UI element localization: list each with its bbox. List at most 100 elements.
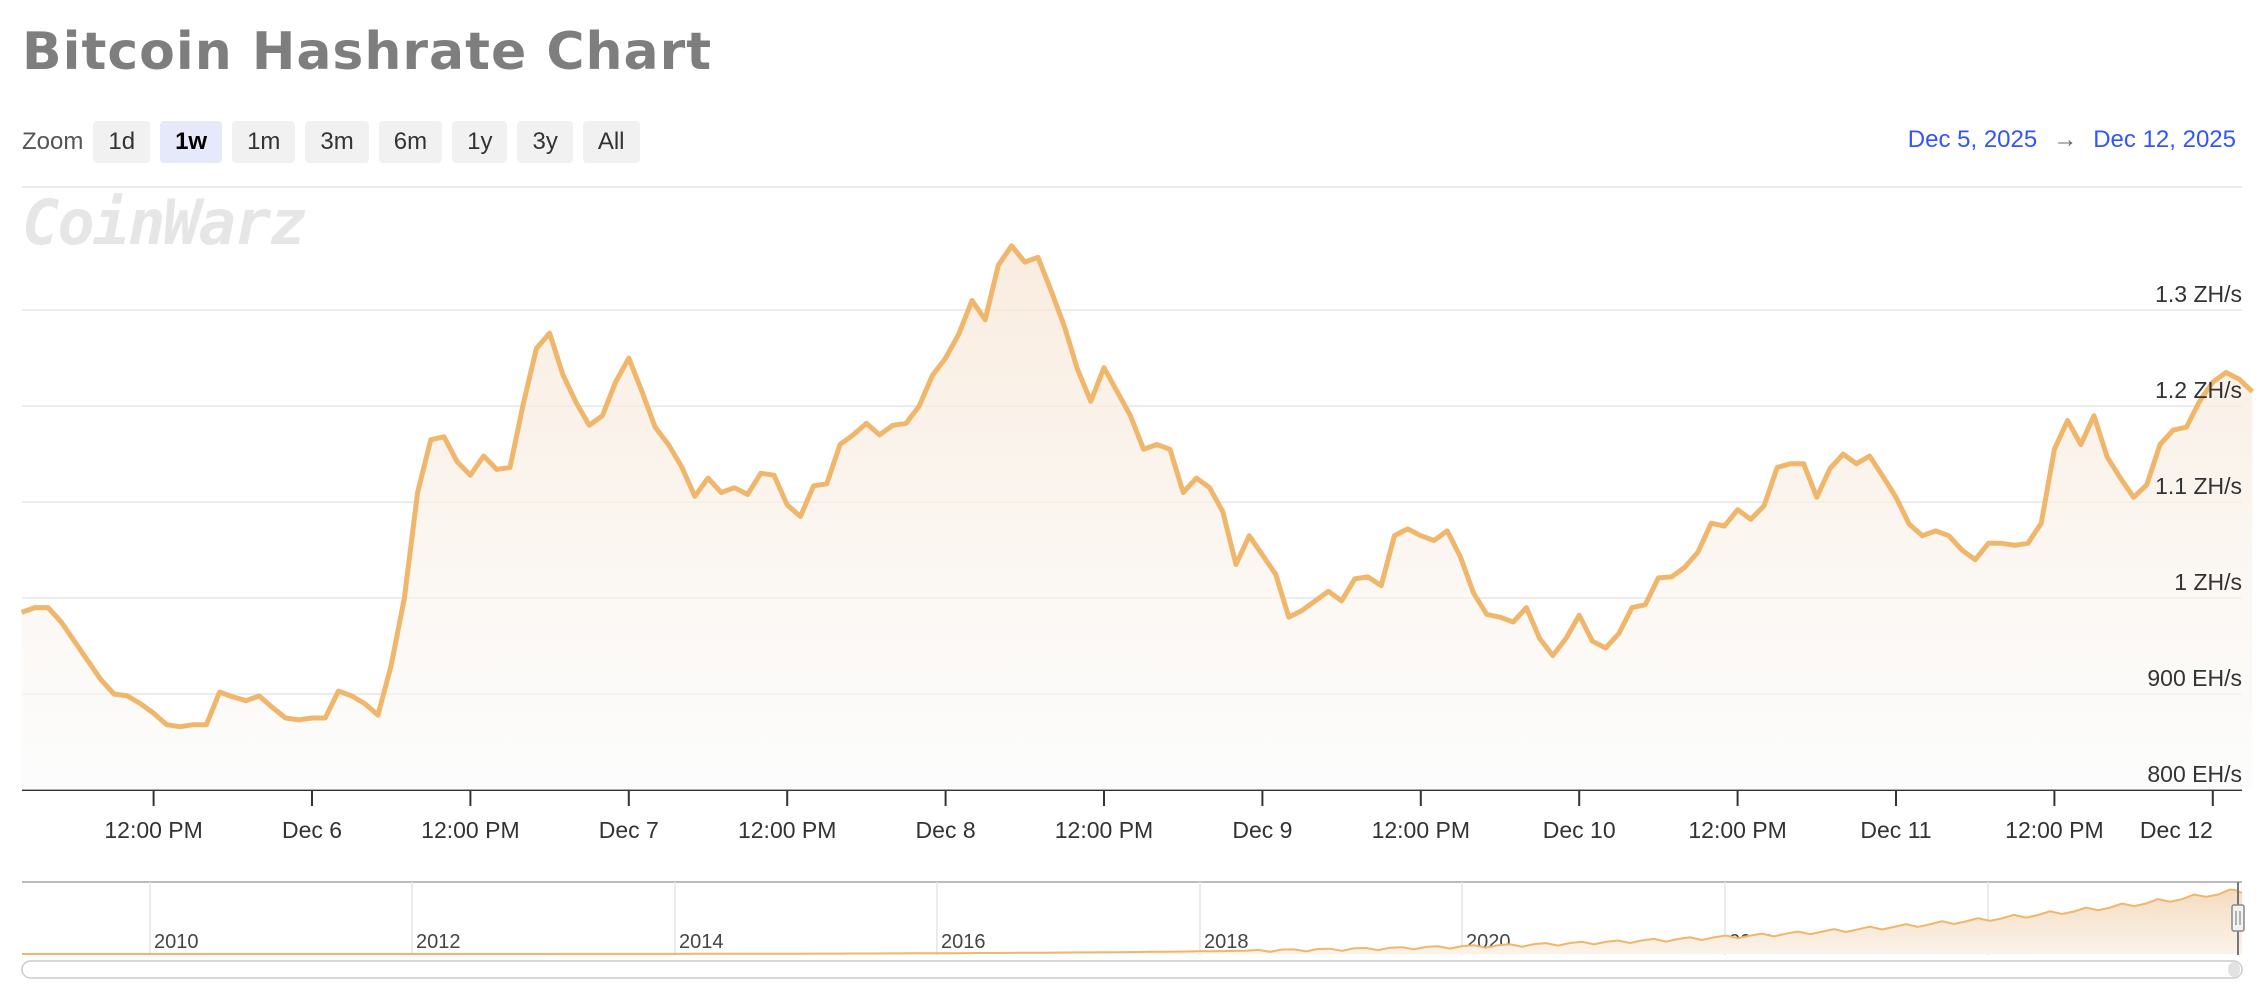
data-point[interactable] (1985, 540, 1991, 546)
zoom-1y-button[interactable]: 1y (452, 121, 508, 163)
data-point[interactable] (1748, 516, 1754, 522)
data-point[interactable] (1048, 288, 1054, 294)
data-point[interactable] (2038, 520, 2044, 526)
data-point[interactable] (1919, 533, 1925, 539)
data-point[interactable] (784, 502, 790, 508)
data-point[interactable] (1721, 523, 1727, 529)
data-point[interactable] (811, 483, 817, 489)
data-point[interactable] (1418, 533, 1424, 539)
data-point[interactable] (1154, 442, 1160, 448)
data-point[interactable] (705, 475, 711, 481)
data-point[interactable] (626, 355, 632, 361)
navigator-handle[interactable] (2231, 904, 2245, 932)
data-point[interactable] (1603, 645, 1609, 651)
data-point[interactable] (1893, 494, 1899, 500)
data-point[interactable] (441, 434, 447, 440)
data-point[interactable] (1642, 602, 1648, 608)
data-point[interactable] (665, 442, 671, 448)
data-point[interactable] (151, 710, 157, 716)
data-point[interactable] (943, 355, 949, 361)
data-point[interactable] (1523, 605, 1529, 611)
navigator-scrollbar-thumb[interactable] (2228, 962, 2240, 977)
data-point[interactable] (2131, 494, 2137, 500)
data-point[interactable] (1695, 549, 1701, 555)
data-point[interactable] (1589, 638, 1595, 644)
data-point[interactable] (283, 715, 289, 721)
data-point[interactable] (467, 472, 473, 478)
data-point[interactable] (415, 490, 421, 496)
data-point[interactable] (230, 694, 236, 700)
data-point[interactable] (335, 688, 341, 694)
data-point[interactable] (1246, 533, 1252, 539)
data-point[interactable] (322, 715, 328, 721)
data-point[interactable] (586, 422, 592, 428)
data-point[interactable] (2183, 424, 2189, 430)
data-point[interactable] (1946, 533, 1952, 539)
data-point[interactable] (362, 701, 368, 707)
data-point[interactable] (177, 724, 183, 730)
data-point[interactable] (2249, 389, 2255, 395)
data-point[interactable] (1193, 475, 1199, 481)
data-point[interactable] (2223, 370, 2229, 376)
data-point[interactable] (296, 717, 302, 723)
data-point[interactable] (401, 595, 407, 601)
data-point[interactable] (1735, 507, 1741, 513)
data-point[interactable] (124, 693, 130, 699)
data-point[interactable] (969, 298, 975, 304)
data-point[interactable] (137, 701, 143, 707)
data-point[interactable] (1431, 538, 1437, 544)
data-point[interactable] (613, 379, 619, 385)
data-point[interactable] (547, 330, 553, 336)
zoom-3y-button[interactable]: 3y (517, 121, 573, 163)
data-point[interactable] (1774, 465, 1780, 471)
data-point[interactable] (309, 715, 315, 721)
data-point[interactable] (520, 401, 526, 407)
data-point[interactable] (1682, 564, 1688, 570)
data-point[interactable] (1999, 540, 2005, 546)
data-point[interactable] (1325, 588, 1331, 594)
data-point[interactable] (2157, 442, 2163, 448)
data-point[interactable] (1576, 612, 1582, 618)
data-point[interactable] (1801, 461, 1807, 467)
data-point[interactable] (1537, 635, 1543, 641)
data-point[interactable] (758, 470, 764, 476)
data-point[interactable] (1009, 243, 1015, 249)
data-point[interactable] (1880, 473, 1886, 479)
zoom-6m-button[interactable]: 6m (378, 121, 443, 163)
data-point[interactable] (2051, 446, 2057, 452)
data-point[interactable] (1141, 446, 1147, 452)
data-point[interactable] (256, 693, 262, 699)
zoom-all-button[interactable]: All (582, 121, 640, 163)
data-point[interactable] (349, 693, 355, 699)
data-point[interactable] (1022, 259, 1028, 265)
data-point[interactable] (1457, 554, 1463, 560)
data-point[interactable] (1352, 576, 1358, 582)
data-point[interactable] (850, 432, 856, 438)
data-point[interactable] (217, 689, 223, 695)
data-point[interactable] (19, 609, 25, 615)
data-point[interactable] (1484, 611, 1490, 617)
data-point[interactable] (1959, 547, 1965, 553)
data-point[interactable] (2025, 540, 2031, 546)
data-point[interactable] (956, 331, 962, 337)
data-point[interactable] (1365, 574, 1371, 580)
data-point[interactable] (1867, 453, 1873, 459)
zoom-1m-button[interactable]: 1m (232, 121, 296, 163)
data-point[interactable] (45, 605, 51, 611)
data-point[interactable] (903, 420, 909, 426)
data-point[interactable] (1444, 528, 1450, 534)
data-point[interactable] (454, 459, 460, 465)
data-point[interactable] (1207, 485, 1213, 491)
data-point[interactable] (1471, 590, 1477, 596)
zoom-1w-button[interactable]: 1w (160, 121, 223, 163)
range-to-input[interactable]: Dec 12, 2025 (2093, 126, 2236, 153)
data-point[interactable] (1550, 653, 1556, 659)
data-point[interactable] (58, 619, 64, 625)
data-point[interactable] (2170, 427, 2176, 433)
data-point[interactable] (428, 437, 434, 443)
data-point[interactable] (1339, 598, 1345, 604)
data-point[interactable] (771, 472, 777, 478)
data-point[interactable] (1312, 598, 1318, 604)
data-point[interactable] (2091, 413, 2097, 419)
data-point[interactable] (797, 514, 803, 520)
